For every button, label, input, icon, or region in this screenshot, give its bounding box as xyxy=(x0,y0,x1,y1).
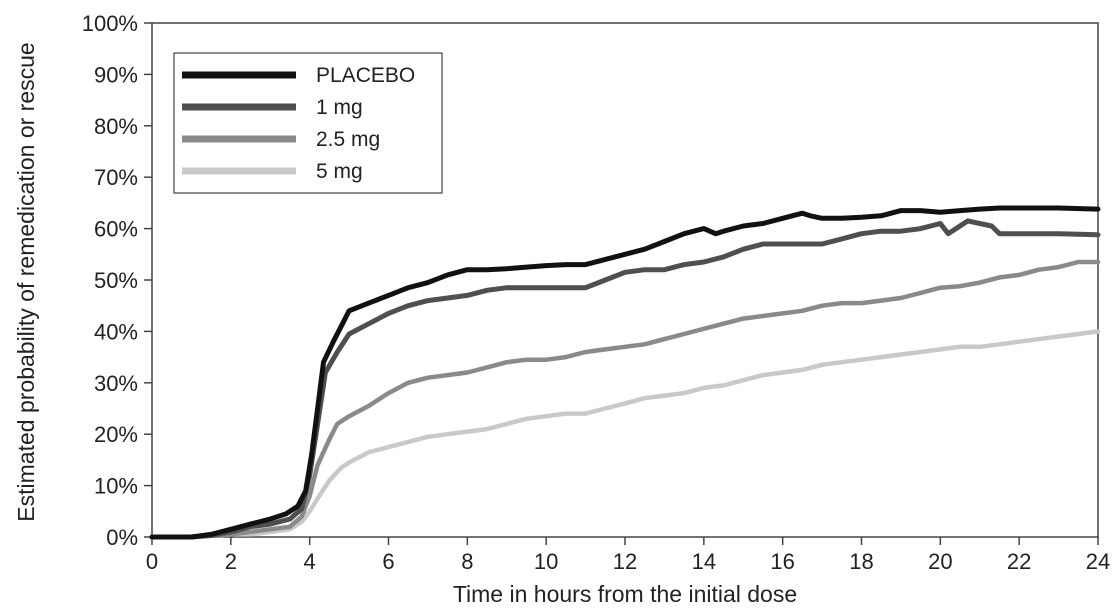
y-tick-label: 0% xyxy=(106,525,138,550)
y-tick-label: 30% xyxy=(94,371,138,396)
y-tick-label: 10% xyxy=(94,474,138,499)
y-axis-title: Estimated probability of remedication or… xyxy=(13,42,39,521)
series-line-3 xyxy=(149,329,1101,540)
x-tick-label: 2 xyxy=(225,549,237,574)
series-line-2 xyxy=(149,259,1101,540)
legend: PLACEBO 1 mg 2.5 mg 5 mg xyxy=(173,52,443,194)
x-tick-label: 6 xyxy=(382,549,394,574)
x-tick-label: 22 xyxy=(1007,549,1031,574)
x-axis-ticks: 0 2 4 6 8 10 12 14 16 18 20 22 24 xyxy=(146,537,1110,574)
y-tick-label: 70% xyxy=(94,165,138,190)
x-tick-label: 14 xyxy=(692,549,716,574)
x-tick-label: 4 xyxy=(304,549,316,574)
y-tick-label: 20% xyxy=(94,422,138,447)
legend-label-1: 1 mg xyxy=(316,96,363,119)
x-tick-label: 20 xyxy=(928,549,952,574)
series-line-0 xyxy=(149,205,1101,540)
legend-label-3: 5 mg xyxy=(316,160,363,183)
y-tick-label: 60% xyxy=(94,217,138,242)
y-tick-label: 40% xyxy=(94,319,138,344)
x-tick-label: 18 xyxy=(849,549,873,574)
x-tick-label: 10 xyxy=(534,549,558,574)
series-line-1 xyxy=(149,218,1101,540)
y-tick-label: 80% xyxy=(94,114,138,139)
legend-label-2: 2.5 mg xyxy=(316,128,380,151)
x-tick-label: 24 xyxy=(1086,549,1110,574)
y-tick-label: 100% xyxy=(82,11,138,36)
x-tick-label: 8 xyxy=(461,549,473,574)
x-tick-label: 0 xyxy=(146,549,158,574)
y-tick-label: 90% xyxy=(94,62,138,87)
x-tick-label: 12 xyxy=(613,549,637,574)
x-axis-title: Time in hours from the initial dose xyxy=(453,581,797,607)
x-tick-label: 16 xyxy=(770,549,794,574)
legend-label-0: PLACEBO xyxy=(316,64,415,87)
y-tick-label: 50% xyxy=(94,268,138,293)
y-axis-ticks: 0% 10% 20% 30% 40% 50% 60% 70% 80% 90% 100% xyxy=(82,11,152,550)
series-lines xyxy=(149,205,1101,540)
